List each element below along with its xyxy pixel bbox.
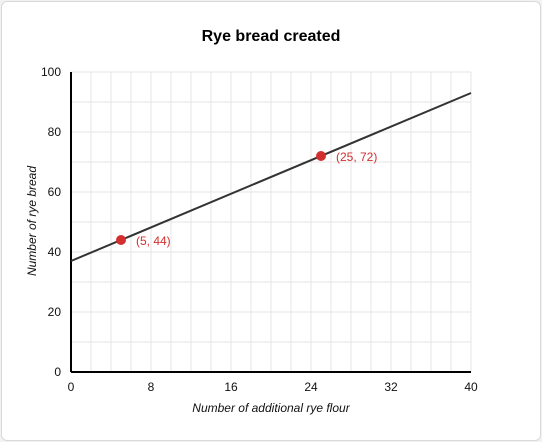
- series-line: [70, 92, 472, 262]
- x-tick-label: 16: [224, 380, 238, 394]
- series: (5, 44) (25, 72): [70, 92, 472, 262]
- data-point: [316, 151, 326, 161]
- x-tick-label: 32: [384, 380, 398, 394]
- axes: [70, 72, 471, 373]
- y-tick-label: 60: [48, 185, 62, 199]
- x-axis-label: Number of additional rye flour: [192, 401, 350, 415]
- x-tick-label: 0: [68, 380, 75, 394]
- data-point: [116, 235, 126, 245]
- tick-labels: 0 8 16 24 32 40 0 20 40 60 80 100: [41, 65, 478, 394]
- y-tick-label: 80: [48, 125, 62, 139]
- data-point-label: (25, 72): [336, 150, 377, 164]
- y-axis-label: Number of rye bread: [25, 166, 39, 276]
- y-tick-label: 40: [48, 245, 62, 259]
- data-point-label: (5, 44): [136, 234, 171, 248]
- chart-title: Rye bread created: [202, 28, 341, 45]
- y-tick-label: 20: [48, 305, 62, 319]
- x-tick-label: 40: [464, 380, 478, 394]
- y-tick-label: 0: [54, 365, 61, 379]
- y-tick-label: 100: [41, 65, 61, 79]
- x-tick-label: 24: [304, 380, 318, 394]
- grid-lines: [70, 71, 472, 373]
- x-tick-label: 8: [148, 380, 155, 394]
